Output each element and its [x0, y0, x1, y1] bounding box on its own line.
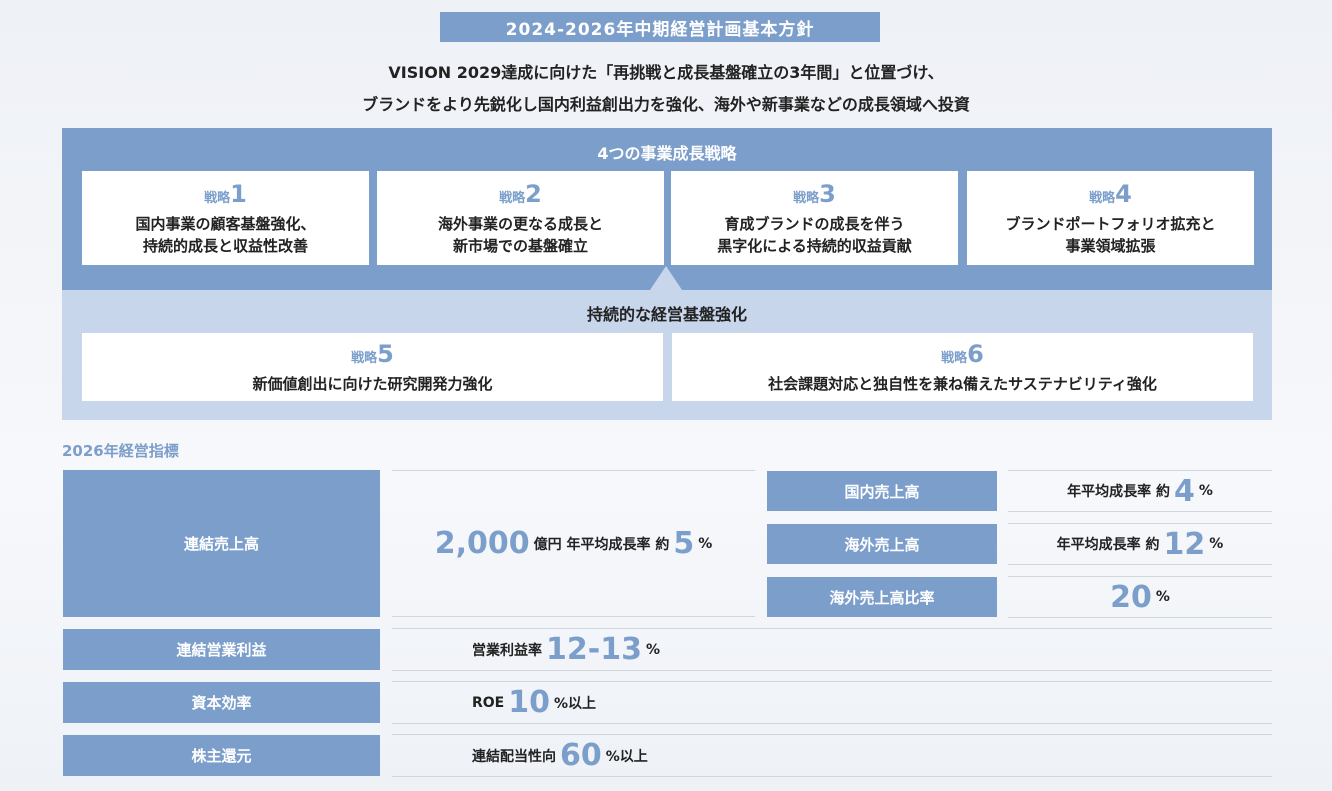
- strategy-label: 戦略: [1089, 190, 1116, 206]
- strategy-card: 戦略6 社会課題対応と独自性を兼ね備えたサステナビリティ強化: [672, 333, 1253, 401]
- value-number: 60: [560, 738, 602, 773]
- subtitle: ブランドをより先鋭化し国内利益創出力を強化、海外や新事業などの成長領域へ投資: [362, 95, 970, 114]
- strategy-text: 海外事業の更なる成長と: [437, 214, 603, 233]
- value-text: %: [1155, 589, 1170, 605]
- subtitle: VISION 2029達成に向けた「再挑戦と成長基盤確立の3年間」と位置づけ、: [388, 63, 944, 82]
- value-number: 4: [1173, 473, 1195, 509]
- value-text: %: [1198, 483, 1213, 499]
- strategy-number: 2: [525, 179, 542, 208]
- strategy-label: 戦略: [793, 190, 820, 206]
- strategy-card: 戦略1 国内事業の顧客基盤強化、 持続的成長と収益性改善: [82, 171, 369, 265]
- value-text: 年平均成長率 約: [1056, 537, 1160, 553]
- value-text: 億円 年平均成長率 約: [533, 536, 670, 553]
- strategy-number: 5: [377, 339, 394, 368]
- strategy-text: 事業領域拡張: [1065, 236, 1156, 255]
- strategy-card: 戦略2 海外事業の更なる成長と 新市場での基盤確立: [377, 171, 664, 265]
- value-text: %: [1209, 536, 1224, 552]
- strategy-text: 新市場での基盤確立: [452, 236, 588, 255]
- strategy-text: 社会課題対応と独自性を兼ね備えたサステナビリティ強化: [768, 374, 1157, 393]
- strategy-card: 戦略3 育成ブランドの成長を伴う 黒字化による持続的収益貢献: [671, 171, 958, 265]
- value-number: 12-13: [546, 632, 642, 667]
- value-text: 年平均成長率 約: [1067, 484, 1170, 500]
- strategy-number: 1: [230, 179, 247, 208]
- strategy-head: 戦略1: [204, 180, 247, 213]
- kpi-sub-value: 20%: [1008, 576, 1272, 618]
- value-text: 営業利益率: [472, 642, 542, 659]
- strategy-label: 戦略: [499, 190, 526, 206]
- value-text: %以上: [605, 748, 648, 765]
- kpi-label: 資本効率: [63, 682, 380, 723]
- growth-title: 4つの事業成長戦略: [597, 144, 737, 163]
- strategy-text: ブランドポートフォリオ拡充と: [1005, 214, 1216, 233]
- strategy-head: 戦略6: [941, 340, 984, 373]
- strategy-head: 戦略3: [793, 180, 836, 213]
- strategy-text: 国内事業の顧客基盤強化、: [135, 214, 316, 233]
- kpi-sub-value: 年平均成長率 約 12%: [1008, 523, 1272, 565]
- strategy-text: 新価値創出に向けた研究開発力強化: [252, 374, 493, 393]
- strategy-card: 戦略5 新価値創出に向けた研究開発力強化: [82, 333, 663, 401]
- strategy-number: 4: [1115, 179, 1132, 208]
- kpi-label: 株主還元: [63, 735, 380, 776]
- strategy-text: 持続的成長と収益性改善: [142, 236, 308, 255]
- value-text: %: [645, 641, 660, 658]
- strategy-text: 黒字化による持続的収益貢献: [717, 236, 912, 255]
- strategy-label: 戦略: [941, 350, 968, 366]
- title: 2024-2026年中期経営計画基本方針: [440, 12, 880, 42]
- kpi-title: 2026年経営指標: [62, 442, 179, 460]
- value-number: 2,000: [434, 526, 530, 561]
- kpi-label: 連結売上高: [63, 470, 380, 617]
- strategy-label: 戦略: [351, 350, 378, 366]
- arrow: [650, 266, 682, 290]
- strategy-number: 3: [819, 179, 836, 208]
- foundation-title: 持続的な経営基盤強化: [586, 305, 747, 324]
- kpi-label: 連結営業利益: [63, 629, 380, 670]
- value-text: 連結配当性向: [472, 748, 556, 765]
- kpi-sub-label: 海外売上高: [767, 524, 997, 564]
- strategy-label: 戦略: [204, 190, 231, 206]
- kpi-sub-value: 年平均成長率 約 4%: [1008, 470, 1272, 512]
- strategy-card: 戦略4 ブランドポートフォリオ拡充と 事業領域拡張: [967, 171, 1254, 265]
- strategy-head: 戦略5: [351, 340, 394, 373]
- value-number: 20: [1110, 579, 1152, 615]
- strategy-head: 戦略2: [499, 180, 542, 213]
- kpi-value: 連結配当性向 60 %以上: [392, 734, 1272, 777]
- kpi-sub-label: 国内売上高: [767, 471, 997, 511]
- strategy-head: 戦略4: [1089, 180, 1132, 213]
- value-text: %: [698, 535, 713, 552]
- value-number: 5: [673, 526, 695, 561]
- strategy-text: 育成ブランドの成長を伴う: [724, 214, 905, 233]
- value-number: 12: [1163, 526, 1206, 562]
- kpi-value: 2,000 億円 年平均成長率 約 5%: [392, 470, 755, 617]
- value-number: 10: [508, 685, 550, 720]
- kpi-value: 営業利益率 12-13%: [392, 628, 1272, 671]
- strategy-number: 6: [967, 339, 984, 368]
- value-text: %以上: [554, 695, 597, 712]
- value-text: ROE: [472, 694, 505, 711]
- kpi-value: ROE 10 %以上: [392, 681, 1272, 724]
- kpi-sub-label: 海外売上高比率: [767, 577, 997, 617]
